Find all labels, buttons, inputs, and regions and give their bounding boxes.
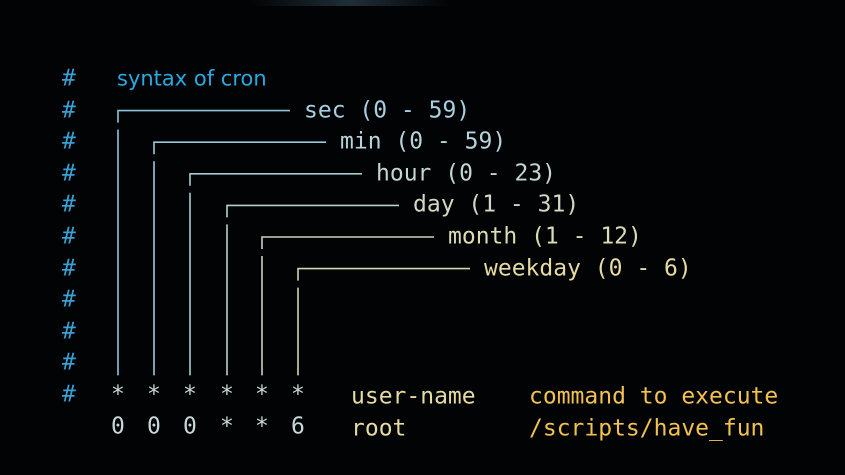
command-header: command to execute (529, 383, 779, 410)
example-value: 0 (147, 413, 161, 440)
top-glow (250, 0, 450, 6)
field-label: month (1 - 12) (448, 223, 642, 250)
bracket-line (189, 173, 362, 376)
wildcard: * (111, 381, 125, 408)
bracket-line (226, 204, 399, 376)
field-label: hour (0 - 23) (376, 160, 557, 187)
comment-hash: # (62, 255, 76, 282)
field-label: sec (0 - 59) (304, 97, 471, 124)
example-value: * (255, 413, 269, 440)
bracket-line (117, 109, 290, 376)
comment-hash: # (62, 349, 76, 376)
title: syntax of cron (117, 66, 267, 91)
comment-hash: # (62, 223, 76, 250)
comment-hash: # (62, 191, 76, 218)
comment-hash: # (62, 65, 76, 92)
bracket-line (297, 267, 470, 376)
user-value: root (351, 415, 407, 442)
example-value: * (220, 413, 234, 440)
field-label: weekday (0 - 6) (484, 255, 692, 282)
comment-hash: # (62, 160, 76, 187)
comment-hash: # (62, 318, 76, 345)
field-label: day (1 - 31) (413, 191, 580, 218)
command-value: /scripts/have_fun (529, 415, 765, 442)
comment-hash: # (62, 128, 76, 155)
bracket-line (261, 236, 434, 376)
user-name-header: user-name (351, 383, 476, 410)
field-label: min (0 - 59) (340, 128, 507, 155)
bracket-line (153, 141, 326, 376)
example-value: 6 (291, 413, 305, 440)
wildcard: * (291, 381, 305, 408)
comment-hash: # (62, 97, 76, 124)
wildcard: * (255, 381, 269, 408)
comment-hash: # (62, 381, 76, 408)
wildcard: * (220, 381, 234, 408)
example-value: 0 (111, 413, 125, 440)
example-value: 0 (183, 413, 197, 440)
wildcard: * (147, 381, 161, 408)
comment-hash: # (62, 286, 76, 313)
wildcard: * (183, 381, 197, 408)
